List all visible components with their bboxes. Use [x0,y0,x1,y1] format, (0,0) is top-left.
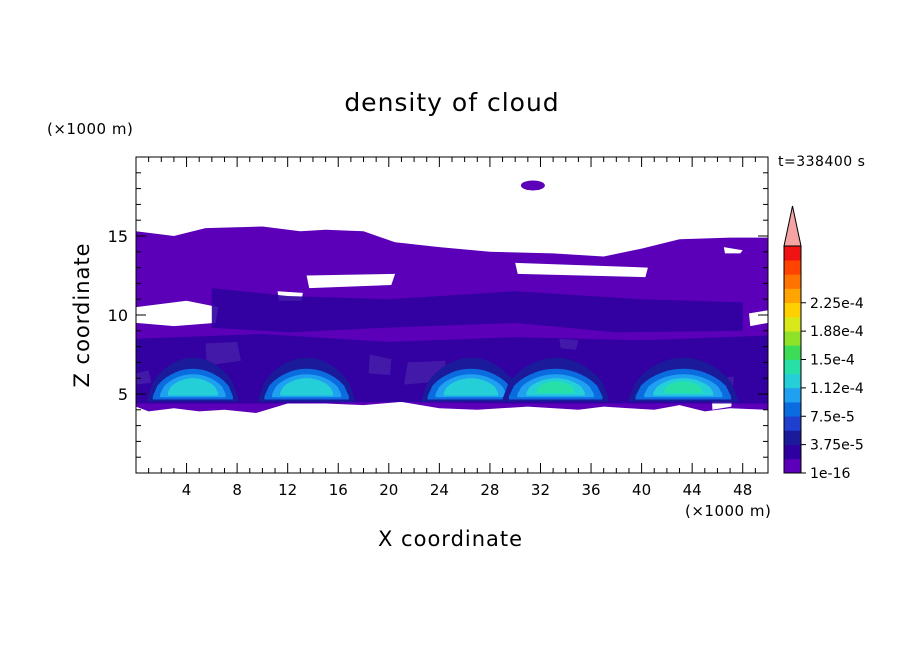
time-annotation: t=338400 s [778,154,866,170]
cloud-gap [515,262,648,278]
cloud-cell-level [167,378,218,396]
colorbar-swatch [784,359,801,374]
colorbar-swatch [784,430,801,445]
colorbar-swatch [784,402,801,417]
colorbar-swatch [784,260,801,275]
cloud-gap [749,310,768,327]
cloud-gap [136,300,219,327]
x-tick-label: 36 [581,481,600,499]
x-tick-label: 28 [480,481,499,499]
x-tick-label: 12 [278,481,297,499]
colorbar-label: 3.75e-5 [810,438,864,454]
colorbar-swatch [784,444,801,460]
cloud-cell-level [537,381,575,394]
colorbar-swatch [784,302,801,318]
colorbar-swatch [784,288,801,304]
colorbar-label: 1e-16 [810,466,850,482]
colorbar-swatch [784,387,801,403]
x-tick-label: 4 [182,481,192,499]
colorbar-swatch [784,416,801,431]
x-tick-label: 20 [379,481,398,499]
contour-field [136,180,768,413]
cloud-cell-level [280,378,334,396]
x-tick-label: 8 [232,481,242,499]
x-tick-label: 40 [632,481,651,499]
x-axis-unit: (×1000 m) [685,502,772,520]
x-tick-label: 44 [683,481,702,499]
colorbar-swatch [784,316,801,332]
y-tick-label: 5 [118,385,128,404]
cloud-cell-level [664,381,703,394]
y-tick-label: 10 [108,306,128,325]
x-tick-label: 32 [531,481,550,499]
colorbar-swatch [784,373,801,389]
colorbar-label: 1.5e-4 [810,353,855,369]
y-axis-unit: (×1000 m) [47,120,134,138]
chart-title: density of cloud [344,88,560,117]
colorbar-label: 2.25e-4 [810,296,864,312]
cloud-level-1 [211,288,743,333]
colorbar-label: 1.88e-4 [810,324,864,340]
x-tick-label: 24 [430,481,449,499]
x-tick-label: 16 [329,481,348,499]
colorbar-label: 7.5e-5 [810,409,855,425]
y-tick-label: 15 [108,227,128,246]
cloud-gap [723,247,743,254]
cloud-cell-level [443,378,499,396]
colorbar-overflow-arrow [783,205,802,247]
x-axis-label: X coordinate [378,527,524,551]
colorbar-swatch [784,345,801,360]
cloud-gap [306,273,396,289]
cloud-cell [520,180,545,191]
colorbar-swatch [784,246,801,261]
x-tick-label: 48 [733,481,752,499]
colorbar: 1e-16 3.75e-5 7.5e-5 1.12e-4 1.5e-4 1.88e-4 2.… [783,205,864,482]
colorbar-swatch [784,458,801,474]
colorbar-swatch [784,331,801,346]
colorbar-swatch [784,274,801,289]
colorbar-label: 1.12e-4 [810,381,864,397]
